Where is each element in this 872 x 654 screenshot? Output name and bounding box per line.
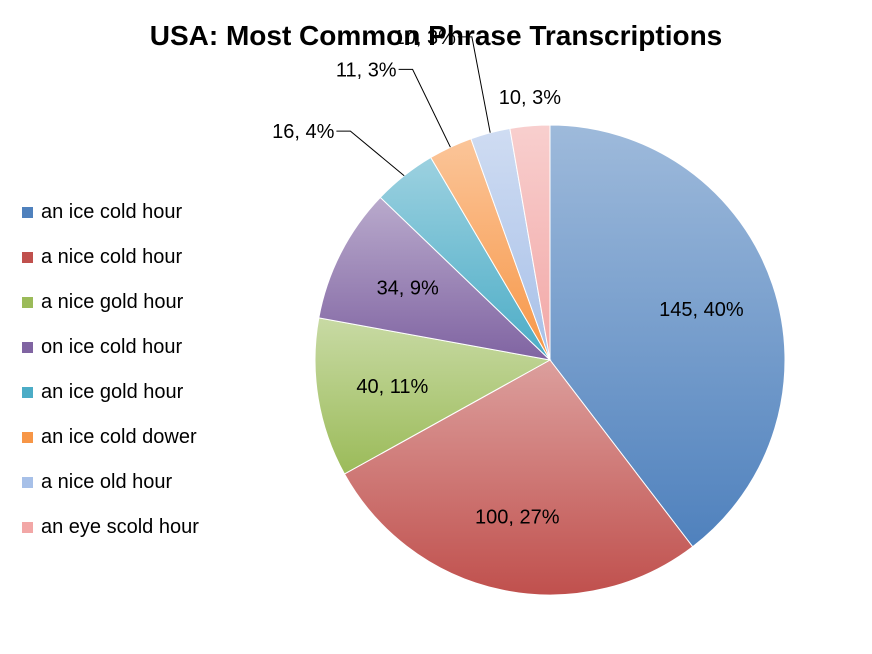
pie-slice	[314, 317, 552, 475]
slice-data-label: 40, 11%	[356, 376, 428, 398]
legend-item: an ice cold dower	[22, 415, 199, 460]
legend-item: a nice old hour	[22, 460, 199, 505]
chart-title: USA: Most Common Phrase Transcriptions	[149, 20, 723, 51]
legend-item: on ice cold hour	[22, 325, 199, 370]
callout-line	[457, 36, 491, 133]
slice-data-label: 10, 3%	[394, 27, 456, 49]
legend-swatch	[22, 522, 33, 533]
legend: an ice cold hour a nice cold hour a nice…	[22, 190, 199, 550]
slice-data-label: 11, 3%	[336, 59, 397, 81]
callout-line	[336, 130, 405, 177]
slice-data-label: 34, 9%	[377, 277, 439, 299]
legend-item: an eye scold hour	[22, 505, 199, 550]
legend-swatch	[22, 342, 33, 353]
callout-line	[398, 68, 451, 148]
legend-label: a nice old hour	[41, 471, 173, 493]
legend-item: a nice gold hour	[22, 280, 199, 325]
legend-label: an ice cold dower	[41, 426, 197, 448]
pie-slice	[343, 359, 694, 596]
legend-swatch	[22, 252, 33, 263]
legend-label: a nice cold hour	[41, 246, 183, 268]
legend-label: an ice gold hour	[41, 381, 184, 403]
legend-label: an ice cold hour	[41, 201, 183, 223]
legend-label: an eye scold hour	[41, 516, 199, 538]
pie-slice	[318, 196, 552, 361]
pie-slice	[549, 124, 786, 548]
slice-data-label: 100, 27%	[475, 506, 560, 528]
slice-data-label: 10, 3%	[499, 87, 561, 109]
legend-item: an ice gold hour	[22, 370, 199, 415]
legend-swatch	[22, 432, 33, 443]
slice-data-label: 16, 4%	[272, 121, 334, 143]
legend-label: a nice gold hour	[41, 291, 184, 313]
legend-swatch	[22, 207, 33, 218]
legend-label: on ice cold hour	[41, 336, 183, 358]
pie-slice	[509, 124, 551, 361]
legend-swatch	[22, 387, 33, 398]
legend-swatch	[22, 477, 33, 488]
legend-item: an ice cold hour	[22, 190, 199, 235]
legend-swatch	[22, 297, 33, 308]
legend-item: a nice cold hour	[22, 235, 199, 280]
slice-data-label: 145, 40%	[659, 299, 744, 321]
